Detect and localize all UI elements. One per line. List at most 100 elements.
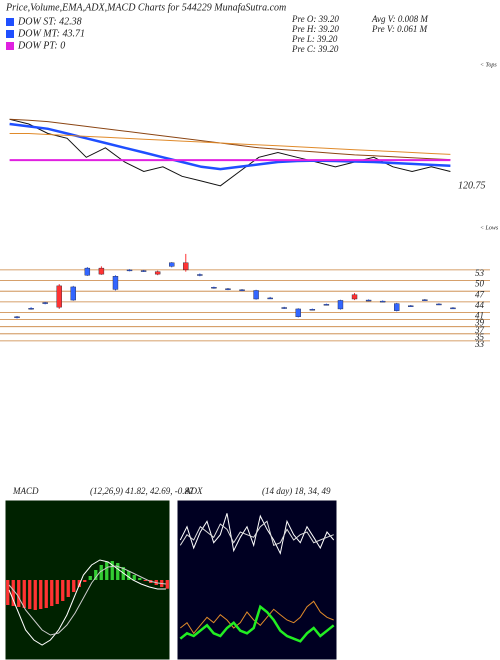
y-tick-label: 47	[475, 289, 485, 299]
candle-body	[169, 262, 175, 267]
info-text: Pre H: 39.20	[291, 24, 339, 34]
series-line	[9, 118, 451, 161]
candle-body	[323, 304, 330, 306]
candle-body	[450, 307, 456, 310]
histogram-bar	[110, 561, 114, 580]
info-text: Pre V: 0.061 M	[371, 24, 428, 34]
histogram-bar	[66, 580, 70, 597]
page-title: Price,Volume,EMA,ADX,MACD Charts for 544…	[5, 2, 286, 13]
histogram-bar	[105, 562, 109, 580]
candle-body	[140, 270, 147, 272]
candle-body	[309, 309, 316, 311]
series-line	[179, 520, 334, 546]
panel-subtitle: (14 day) 18, 34, 49	[262, 486, 331, 496]
panel-bg	[4, 499, 171, 660]
candle-body	[281, 307, 287, 309]
candle-body	[239, 289, 245, 291]
candle-body	[422, 299, 428, 301]
legend-swatch	[6, 30, 14, 38]
histogram-bar	[143, 580, 147, 581]
candle-body	[211, 287, 217, 289]
candle-body	[295, 308, 301, 317]
candle-body	[436, 303, 442, 306]
histogram-bar	[132, 575, 136, 580]
series-line	[179, 600, 334, 635]
histogram-bar	[138, 578, 142, 580]
histogram-bar	[50, 580, 54, 606]
series-line	[8, 559, 166, 646]
histogram-bar	[55, 580, 59, 604]
histogram-bar	[72, 580, 76, 592]
legend-label: DOW ST: 42.38	[17, 16, 82, 27]
series-line	[9, 133, 451, 155]
candle-body	[351, 294, 358, 300]
candle-body	[98, 267, 105, 275]
histogram-bar	[94, 570, 98, 580]
candle-body	[408, 305, 414, 307]
legend-label: DOW PT: 0	[17, 40, 65, 51]
candle-body	[379, 300, 386, 303]
candle-body	[126, 269, 133, 272]
legend-swatch	[6, 42, 14, 50]
histogram-bar	[22, 580, 26, 608]
info-text: Pre L: 39.20	[291, 34, 338, 44]
candle-body	[70, 286, 76, 301]
y-tick-label: 37	[474, 325, 485, 335]
y-tick-label: 53	[475, 268, 485, 278]
histogram-bar	[39, 580, 43, 609]
histogram-bar	[11, 580, 15, 606]
histogram-bar	[127, 571, 131, 580]
candle-body	[42, 302, 48, 304]
candle-body	[197, 274, 203, 276]
candle-body	[84, 267, 91, 276]
histogram-bar	[33, 580, 37, 610]
info-text: Avg V: 0.008 M	[371, 14, 428, 24]
y-tick-label: 39	[474, 318, 485, 328]
candle-body	[253, 290, 259, 300]
annotation: 120.75	[458, 180, 486, 191]
candle-body	[267, 297, 273, 300]
y-tick-label: 35	[474, 332, 485, 342]
candle-body	[365, 299, 372, 302]
panel-title: MACD	[12, 486, 39, 496]
candle-body	[337, 300, 344, 310]
histogram-bar	[28, 580, 32, 609]
panel-title: ADX	[184, 486, 203, 496]
candle-body	[112, 276, 119, 290]
series-line	[9, 118, 451, 187]
panel-label: < Lows	[480, 225, 499, 231]
candle-body	[28, 308, 34, 310]
histogram-bar	[44, 580, 48, 608]
candle-body	[56, 285, 62, 308]
y-tick-label: 41	[475, 311, 484, 321]
panel-label: < Tops	[480, 62, 497, 68]
info-text: Pre C: 39.20	[291, 44, 339, 54]
histogram-bar	[83, 580, 87, 582]
candle-body	[183, 262, 189, 271]
info-text: Pre O: 39.20	[291, 14, 339, 24]
histogram-bar	[165, 580, 169, 589]
series-line	[9, 122, 451, 171]
candle-body	[154, 271, 161, 275]
histogram-bar	[17, 580, 21, 607]
series-line	[179, 604, 335, 643]
histogram-bar	[6, 580, 10, 605]
panel-bg	[176, 499, 338, 660]
legend-swatch	[6, 18, 14, 26]
candle-body	[394, 303, 400, 311]
legend-label: DOW MT: 43.71	[17, 28, 85, 39]
y-tick-label: 50	[475, 279, 485, 289]
histogram-bar	[116, 563, 120, 580]
candle-body	[14, 316, 20, 319]
histogram-bar	[61, 580, 65, 601]
histogram-bar	[88, 576, 92, 580]
candle-body	[225, 288, 231, 290]
y-tick-label: 33	[474, 339, 485, 349]
y-tick-label: 44	[475, 300, 485, 310]
histogram-bar	[77, 580, 81, 587]
series-line	[8, 565, 166, 636]
panel-subtitle: (12,26,9) 41.82, 42.69, -0.87	[90, 486, 194, 496]
